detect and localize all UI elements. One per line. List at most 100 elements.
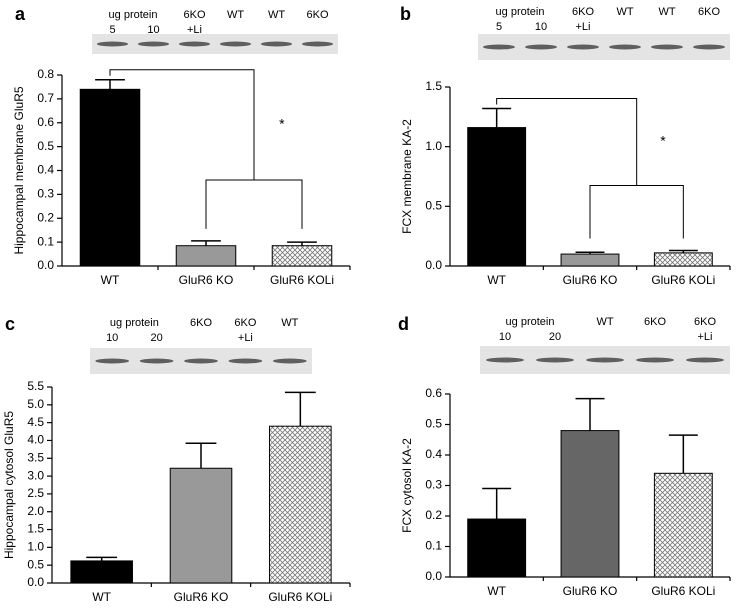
blot-band: [96, 41, 129, 47]
lane-label: WT: [596, 316, 613, 328]
lane-label: 6KO: [183, 9, 205, 21]
x-tick-label: GluR6 KOLi: [268, 590, 332, 604]
y-tick-label: 0.4: [425, 447, 442, 461]
y-tick-label: 5.0: [27, 397, 44, 411]
panel-label: c: [5, 314, 15, 334]
lane-label: WT: [658, 6, 675, 18]
significance-bracket: [109, 69, 255, 181]
y-tick-label: 0.4: [37, 163, 54, 177]
y-tick-label: 3.0: [27, 468, 44, 482]
x-tick-label: WT: [487, 584, 506, 598]
y-tick-label: 1.5: [425, 79, 442, 93]
blot-band: [483, 44, 515, 50]
blot-band: [301, 41, 334, 47]
lane-label: 6KO: [306, 9, 328, 21]
y-axis-label: FCX cytosol KA-2: [400, 438, 414, 533]
lane-label: WT: [616, 6, 633, 18]
lane-label: 10: [106, 332, 118, 344]
bar: [175, 245, 237, 267]
bar: [560, 430, 620, 578]
lane-label: 6KO: [572, 6, 594, 18]
bar: [467, 518, 527, 578]
lane-label: +Li: [698, 331, 713, 343]
blot-band: [228, 358, 263, 364]
y-tick-label: 4.5: [27, 415, 44, 429]
blot-band: [567, 44, 599, 50]
y-tick-label: 1.5: [27, 522, 44, 536]
y-tick-label: 1.0: [425, 139, 442, 153]
y-tick-label: 0.3: [425, 478, 442, 492]
blot-band: [272, 358, 307, 364]
lane-label: 6KO: [190, 317, 212, 329]
blot-band: [609, 44, 641, 50]
y-tick-label: 0.1: [425, 539, 442, 553]
blot-header: ug protein: [496, 6, 545, 18]
panel-label: a: [15, 4, 26, 24]
blot-band: [219, 41, 252, 47]
x-tick-label: WT: [92, 590, 111, 604]
bar: [70, 560, 133, 584]
y-tick-label: 3.5: [27, 450, 44, 464]
blot-band: [586, 357, 624, 363]
bar: [653, 252, 713, 267]
y-tick-label: 0.0: [37, 258, 54, 272]
blot-band: [536, 357, 574, 363]
lane-label: 5: [109, 24, 115, 36]
bar: [467, 127, 527, 267]
x-tick-label: GluR6 KO: [563, 273, 618, 287]
bar: [653, 472, 713, 578]
blot-band: [693, 44, 725, 50]
bar: [169, 467, 233, 584]
y-tick-label: 0.3: [37, 187, 54, 201]
blot-band: [139, 358, 174, 364]
y-tick-label: 0.1: [37, 234, 54, 248]
x-tick-label: WT: [101, 273, 120, 287]
blot-band: [178, 41, 211, 47]
blot-header: ug protein: [109, 9, 158, 21]
y-tick-label: 0.2: [37, 210, 54, 224]
blot-band: [486, 357, 524, 363]
blot-header: ug protein: [110, 317, 159, 329]
x-tick-label: GluR6 KO: [174, 590, 229, 604]
x-tick-label: GluR6 KO: [563, 584, 618, 598]
lane-label: WT: [227, 9, 244, 21]
y-tick-label: 1.0: [27, 540, 44, 554]
lane-label: 6KO: [698, 6, 720, 18]
y-axis-label: Hippocampal cytosol GluR5: [2, 411, 16, 559]
lane-label: 6KO: [694, 316, 716, 328]
lane-label: 20: [549, 331, 561, 343]
blot-header: ug protein: [506, 316, 555, 328]
bar: [560, 253, 620, 267]
lane-label: WT: [281, 317, 298, 329]
y-axis-label: FCX membrane KA-2: [400, 119, 414, 234]
significance-mark: *: [279, 116, 285, 132]
y-tick-label: 5.5: [27, 379, 44, 393]
lane-label: 10: [535, 21, 547, 33]
y-tick-label: 2.5: [27, 486, 44, 500]
lane-label: +Li: [238, 332, 253, 344]
panel-label: d: [398, 314, 409, 334]
lane-label: WT: [268, 9, 285, 21]
blot-band: [137, 41, 170, 47]
y-axis-label: Hippocampal membrane GluR5: [12, 86, 26, 254]
blot-band: [636, 357, 674, 363]
y-tick-label: 0.5: [425, 417, 442, 431]
y-tick-label: 0.6: [37, 115, 54, 129]
y-tick-label: 4.0: [27, 433, 44, 447]
significance-mark: *: [660, 133, 666, 149]
x-tick-label: GluR6 KOLi: [651, 584, 715, 598]
blot-band: [95, 358, 130, 364]
bar: [79, 88, 141, 267]
y-tick-label: 0.2: [425, 508, 442, 522]
y-tick-label: 0.5: [37, 139, 54, 153]
blot-band: [260, 41, 293, 47]
y-tick-label: 0.5: [425, 199, 442, 213]
blot-band: [686, 357, 724, 363]
lane-label: +Li: [187, 24, 202, 36]
lane-label: 10: [147, 24, 159, 36]
y-tick-label: 0.8: [37, 67, 54, 81]
blot-band: [651, 44, 683, 50]
bar: [271, 245, 333, 267]
y-tick-label: 0.0: [425, 258, 442, 272]
